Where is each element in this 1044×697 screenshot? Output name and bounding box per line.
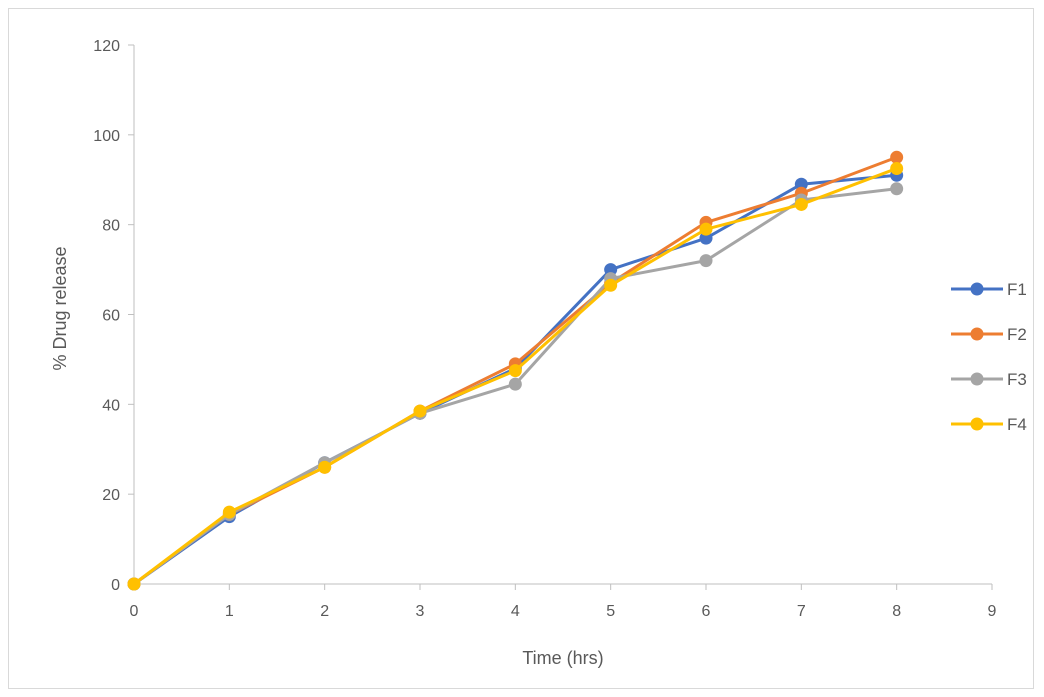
legend: F1 F2 F3 F4	[951, 280, 1027, 434]
y-tick-label: 100	[93, 128, 120, 145]
x-tick-label: 6	[702, 603, 711, 620]
y-tick-label: 0	[111, 577, 120, 594]
legend-item-f2: F2	[951, 325, 1027, 344]
series-layer	[127, 150, 904, 591]
legend-item-f1: F1	[951, 280, 1027, 299]
y-tick-label: 20	[102, 487, 120, 504]
data-point	[222, 505, 236, 519]
legend-swatch-marker	[970, 372, 984, 386]
data-point	[127, 577, 141, 591]
x-tick-label: 8	[892, 603, 901, 620]
series-f3	[127, 182, 904, 591]
legend-label: F3	[1007, 370, 1027, 389]
data-point	[508, 377, 522, 391]
series-f4	[127, 162, 904, 591]
y-tick-label: 40	[102, 397, 120, 414]
data-point	[318, 460, 332, 474]
x-tick-label: 0	[130, 603, 139, 620]
data-point	[794, 197, 808, 211]
data-point	[699, 254, 713, 268]
y-tick-label: 60	[102, 308, 120, 325]
legend-label: F2	[1007, 325, 1027, 344]
data-point	[890, 182, 904, 196]
x-tick-label: 5	[606, 603, 615, 620]
legend-item-f4: F4	[951, 415, 1027, 434]
data-point	[413, 404, 427, 418]
x-tick-label: 1	[225, 603, 234, 620]
legend-item-f3: F3	[951, 370, 1027, 389]
data-point	[604, 263, 618, 277]
data-point	[890, 162, 904, 176]
legend-swatch-marker	[970, 282, 984, 296]
y-tick-label: 120	[93, 38, 120, 55]
y-tick-label: 80	[102, 218, 120, 235]
x-axis-title: Time (hrs)	[522, 648, 603, 668]
data-point	[699, 222, 713, 236]
x-tick-label: 2	[320, 603, 329, 620]
legend-swatch-marker	[970, 327, 984, 341]
y-axis-title: % Drug release	[50, 246, 70, 370]
x-tick-label: 7	[797, 603, 806, 620]
data-point	[604, 278, 618, 292]
data-point	[794, 177, 808, 191]
data-point	[699, 231, 713, 245]
x-tick-label: 3	[416, 603, 425, 620]
legend-label: F4	[1007, 415, 1027, 434]
x-tick-label: 9	[988, 603, 997, 620]
chart-frame	[8, 8, 1034, 689]
axes: 0 20 40 60 80 100 120 0 1 2 3 4 5 6 7 8 9	[93, 38, 996, 620]
data-point	[508, 364, 522, 378]
x-tick-label: 4	[511, 603, 520, 620]
legend-swatch-marker	[970, 417, 984, 431]
data-point	[890, 150, 904, 164]
legend-label: F1	[1007, 280, 1027, 299]
